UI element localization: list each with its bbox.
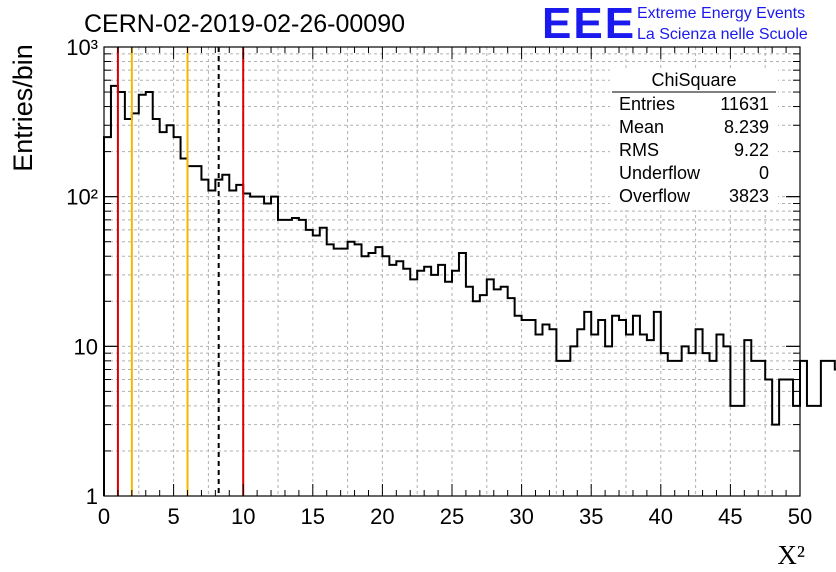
x-tick-label: 25 [440,504,464,529]
x-tick-label: 10 [231,504,255,529]
stats-row-value: 8.239 [724,117,769,137]
stats-row-label: Underflow [619,163,701,183]
y-tick-label: 10³ [66,35,98,60]
x-tick-label: 35 [579,504,603,529]
marker-lines [116,47,245,496]
stats-box: ChiSquare Entries 11631 Mean 8.239 RMS 9.22 Un… [610,68,778,210]
stats-row-label: RMS [619,140,659,160]
eee-logo: EEE Extreme Energy Events La Scienza nel… [542,0,808,48]
x-tick-label: 5 [167,504,179,529]
x-tick-label: 40 [649,504,673,529]
x-tick-label: 20 [370,504,394,529]
y-axis-label: Entries/bin [8,44,38,172]
y-tick-label: 10 [74,334,98,359]
x-tick-labels: 0 5 10 15 20 25 30 35 40 45 50 [98,504,812,529]
y-tick-label: 10² [66,185,98,210]
eee-logo-line1: Extreme Energy Events [637,5,805,22]
stats-row-value: 11631 [720,94,769,114]
stats-row-label: Entries [619,94,675,114]
eee-logo-line2: La Scienza nelle Scuole [637,26,808,43]
stats-row-value: 9.22 [734,140,769,160]
axis-ticks [103,46,801,497]
stats-row-label: Overflow [619,186,691,206]
x-tick-label: 50 [788,504,812,529]
x-tick-label: 30 [509,504,533,529]
x-tick-label: 45 [718,504,742,529]
eee-logo-text: EEE [542,0,636,48]
y-tick-labels: 1 10 10² 10³ [66,35,98,509]
histogram-steps [103,84,836,496]
x-tick-label: 0 [98,504,110,529]
x-axis-label: X² [777,540,805,570]
x-tick-label: 15 [301,504,325,529]
grid [104,47,800,496]
stats-row-value: 3823 [729,186,769,206]
histogram-series [103,84,836,496]
stats-box-title: ChiSquare [651,70,736,90]
chart-title: CERN-02-2019-02-26-00090 [84,10,405,38]
stats-row-label: Mean [619,117,664,137]
y-tick-label: 1 [86,484,98,509]
stats-row-value: 0 [759,163,769,183]
